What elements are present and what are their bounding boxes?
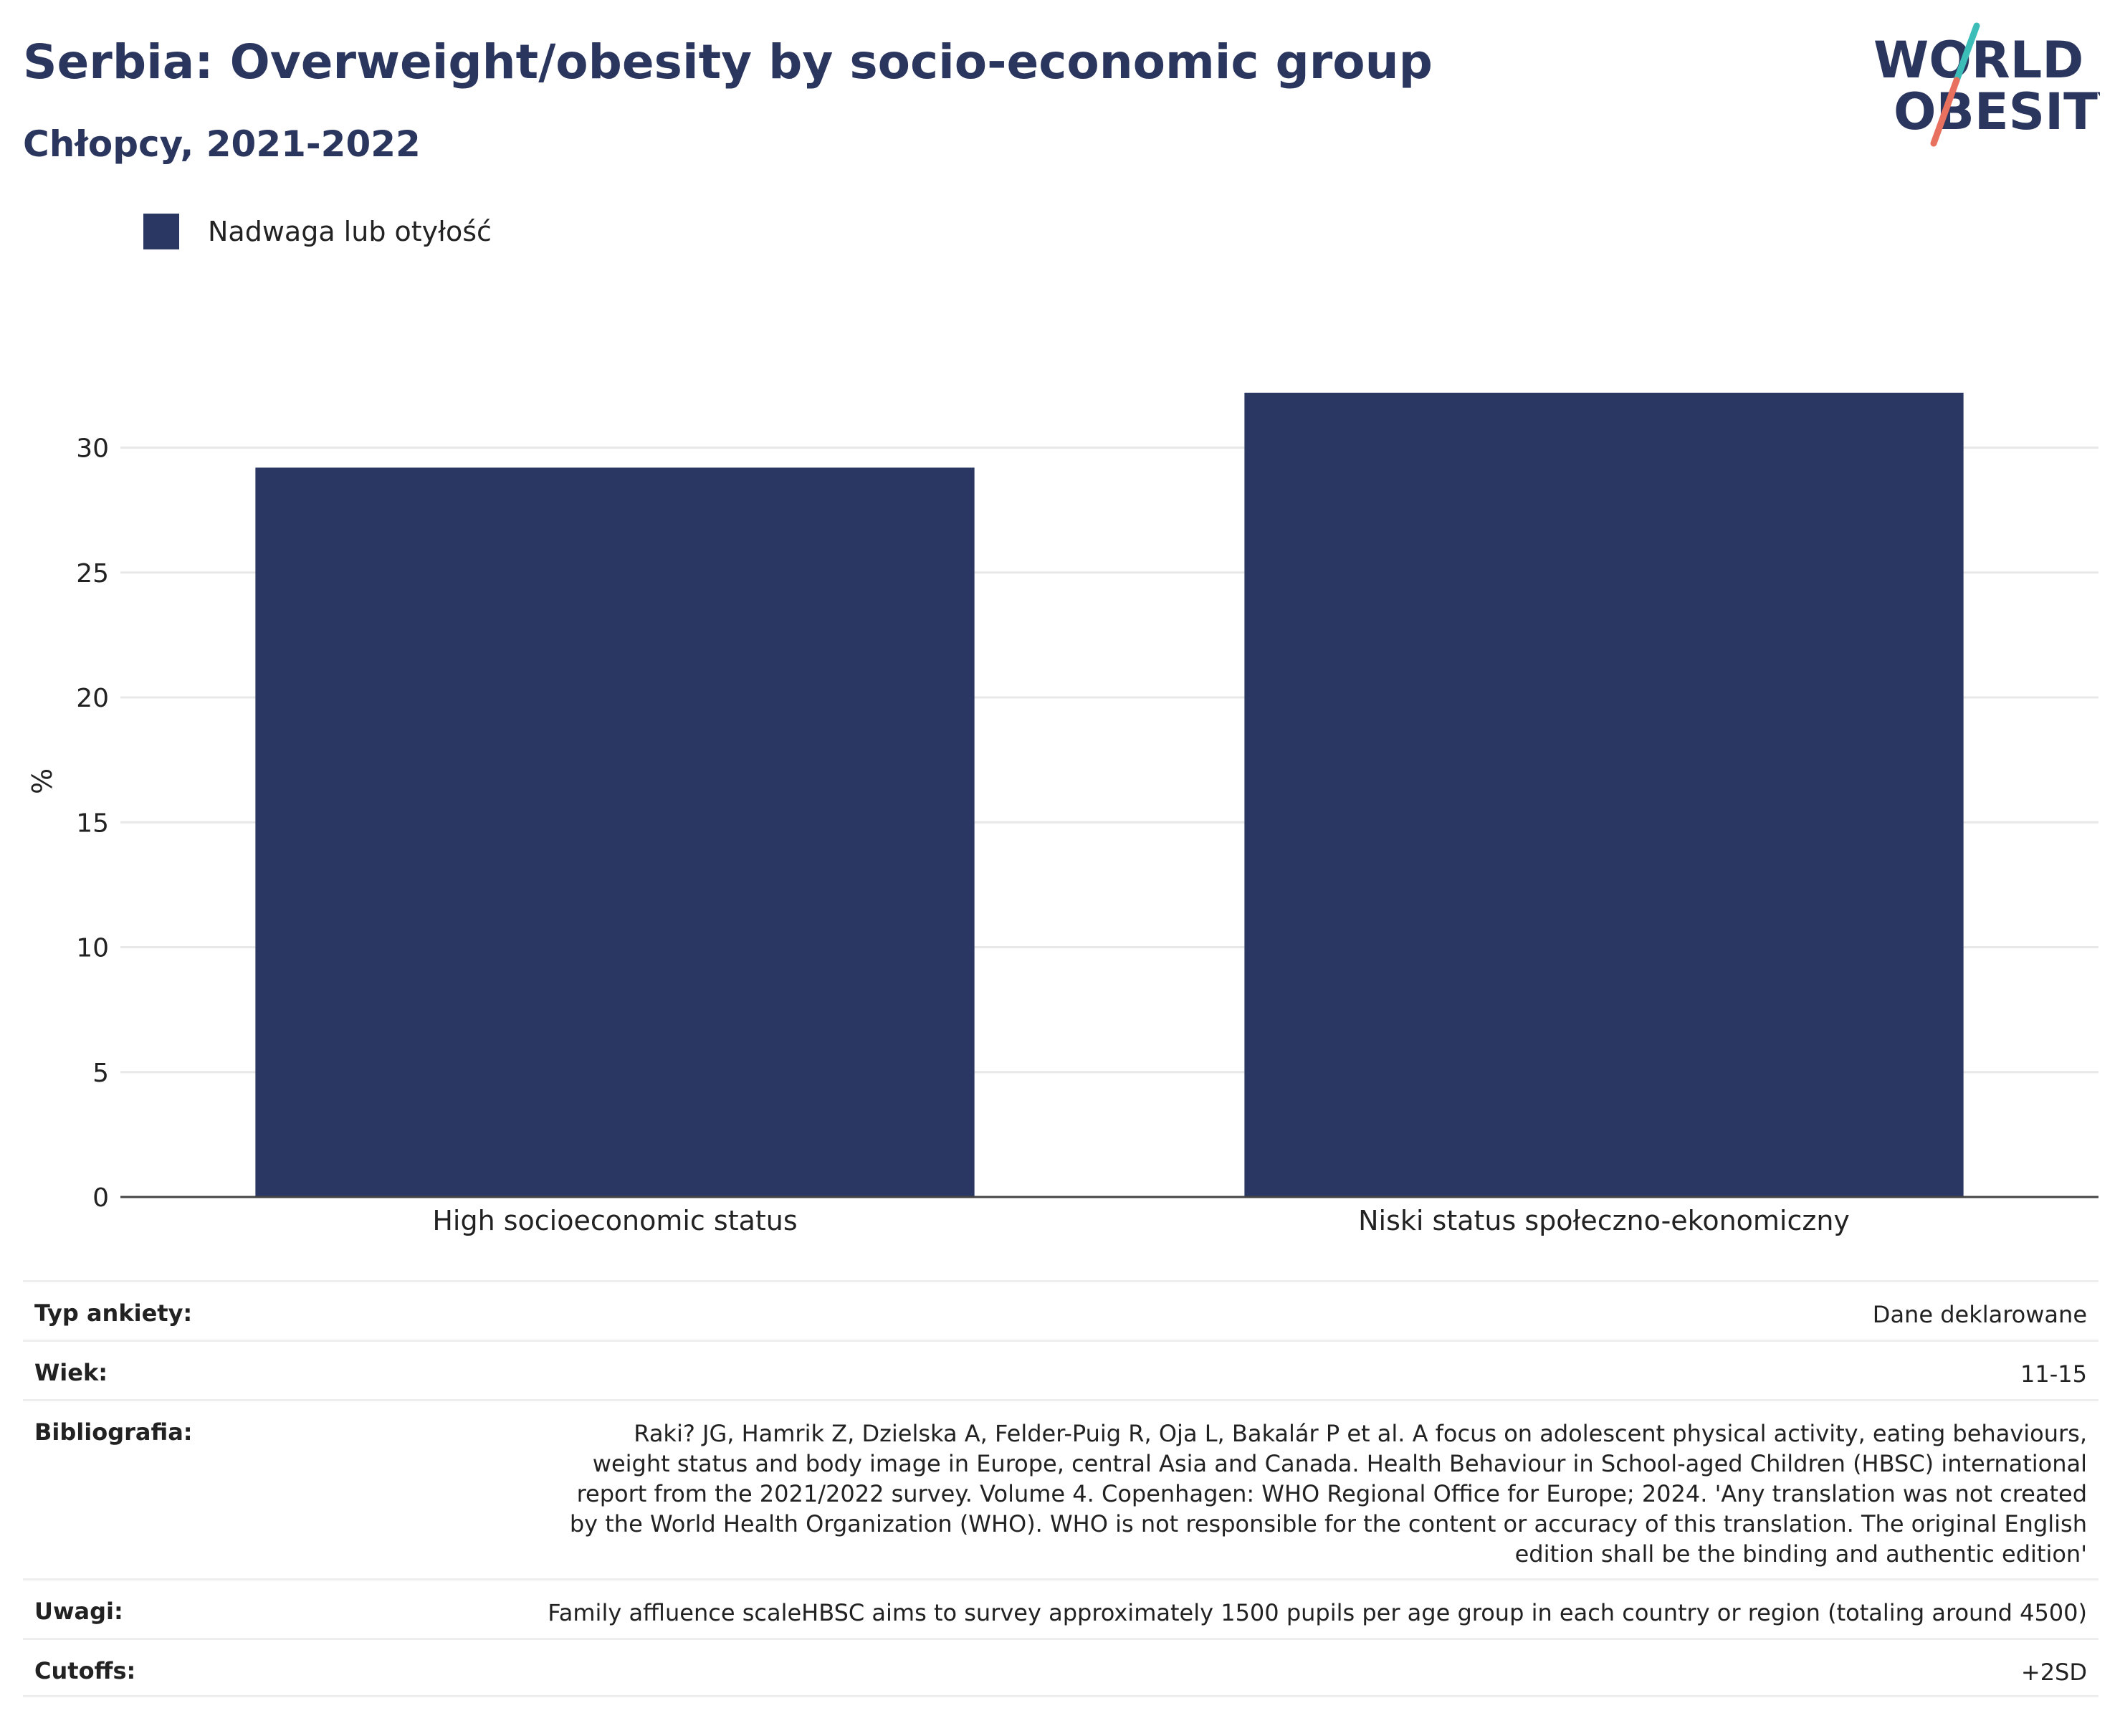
logo-slash-teal — [1953, 22, 1980, 84]
metadata-table: Typ ankiety: Dane deklarowane Wiek: 11-1… — [23, 1280, 2098, 1697]
y-tick-label: 25 — [76, 559, 109, 588]
logo-line-world: WORLD — [1873, 31, 2083, 90]
meta-value: +2SD — [2020, 1659, 2087, 1686]
bar — [1244, 392, 1964, 1197]
meta-row-notes: Uwagi: Family affluence scaleHBSC aims t… — [23, 1578, 2098, 1638]
legend: Nadwaga lub otyłość — [143, 214, 492, 249]
meta-key: Cutoffs: — [34, 1657, 136, 1684]
logo-slash-coral — [1930, 77, 1960, 147]
meta-key: Wiek: — [34, 1359, 108, 1386]
y-tick-label: 10 — [76, 934, 109, 963]
y-tick-label: 20 — [76, 684, 109, 713]
y-tick-label: 15 — [76, 809, 109, 838]
meta-value: Family affluence scaleHBSC aims to surve… — [548, 1599, 2087, 1626]
meta-row-survey-type: Typ ankiety: Dane deklarowane — [23, 1280, 2098, 1340]
meta-row-cutoffs: Cutoffs: +2SD — [23, 1638, 2098, 1697]
meta-value: 11-15 — [2020, 1360, 2087, 1388]
bar-chart: 0 5 10 15 20 25 30% High socioeconomic status Ni… — [27, 392, 2098, 1236]
chart-title: Serbia: Overweight/obesity by socio-econ… — [23, 34, 1433, 90]
x-tick-label: Niski status społeczno-ekonomiczny — [1358, 1205, 1850, 1236]
y-tick-label: 0 — [92, 1183, 109, 1213]
meta-key: Uwagi: — [34, 1598, 123, 1625]
y-tick-label: 5 — [92, 1059, 109, 1088]
x-tick-label: High socioeconomic status — [432, 1205, 797, 1236]
meta-row-bibliography: Bibliografia: Raki? JG, Hamrik Z, Dziels… — [23, 1399, 2098, 1578]
chart-subtitle: Chłopcy, 2021-2022 — [23, 123, 421, 165]
legend-label: Nadwaga lub otyłość — [208, 216, 492, 247]
legend-swatch — [143, 214, 179, 249]
meta-value: Dane deklarowane — [1872, 1301, 2087, 1328]
y-axis-title: % — [27, 768, 58, 794]
world-obesity-logo: WORLD OBESITY — [1873, 22, 2100, 147]
logo-line-obesity: OBESITY — [1894, 82, 2100, 141]
meta-value: Raki? JG, Hamrik Z, Dzielska A, Felder-P… — [569, 1420, 2087, 1568]
meta-key: Typ ankiety: — [34, 1299, 193, 1327]
meta-key: Bibliografia: — [34, 1418, 193, 1446]
y-tick-label: 30 — [76, 434, 109, 464]
bar — [255, 467, 975, 1197]
meta-row-age: Wiek: 11-15 — [23, 1340, 2098, 1399]
